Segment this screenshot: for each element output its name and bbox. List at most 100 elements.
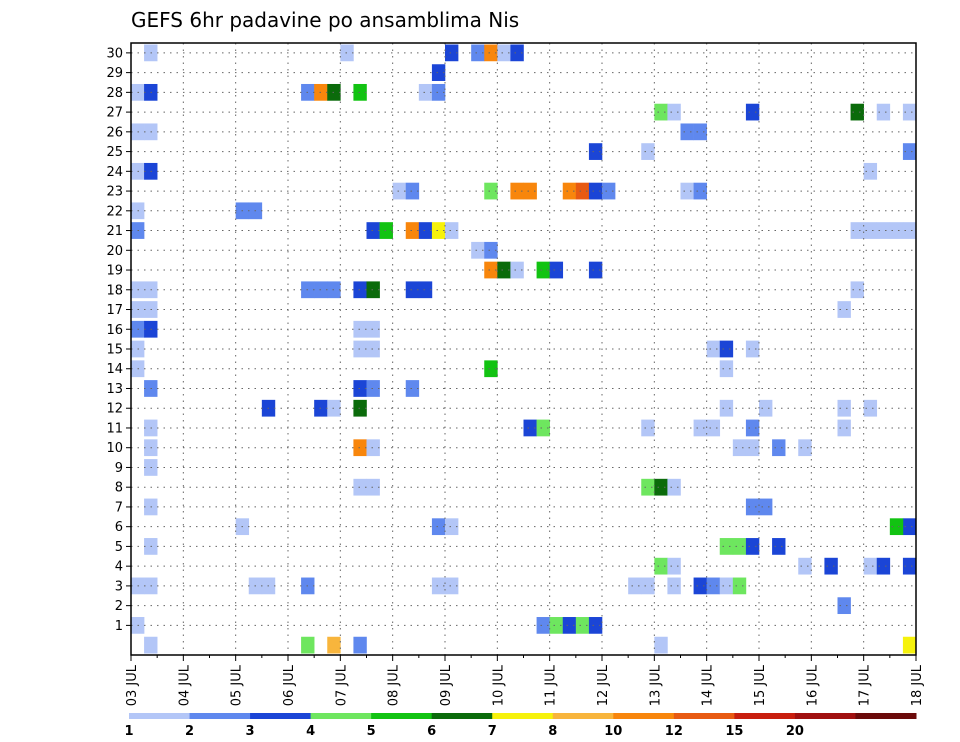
heatmap-cell	[431, 518, 446, 536]
heatmap-cell	[602, 182, 616, 200]
x-tick-label: 18 JUL	[910, 664, 925, 706]
heatmap-cell	[366, 281, 380, 299]
y-tick-label: 3	[115, 579, 123, 594]
heatmap-cell	[654, 636, 668, 654]
x-tick-label: 03 JUL	[125, 664, 140, 706]
heatmap-cell	[876, 103, 891, 121]
heatmap-cell	[431, 64, 446, 81]
heatmap-cell	[667, 557, 681, 575]
heatmap-cell	[641, 478, 655, 496]
legend-color-swatch	[250, 713, 312, 719]
y-tick-label: 12	[106, 402, 123, 417]
heatmap-cell	[654, 103, 668, 121]
y-tick-label: 6	[115, 520, 123, 535]
y-tick-label: 28	[106, 86, 123, 101]
heatmap-cell	[405, 182, 420, 200]
heatmap-cell	[863, 162, 878, 180]
heatmap-cell	[889, 518, 904, 536]
heatmap-cell	[732, 577, 747, 595]
heatmap-cell	[667, 478, 681, 496]
heatmap-cell	[484, 261, 498, 279]
heatmap-cell	[445, 518, 459, 536]
heatmap-cell	[575, 617, 590, 634]
x-tick-label: 13 JUL	[648, 664, 663, 706]
heatmap-cell	[654, 557, 668, 575]
heatmap-cell	[510, 261, 524, 279]
legend-color-swatch	[673, 713, 735, 719]
heatmap-cell	[902, 636, 917, 654]
heatmap-cell	[706, 577, 721, 595]
legend-label: 5	[367, 724, 376, 739]
heatmap-cell	[353, 399, 367, 417]
heatmap-cell	[902, 143, 917, 160]
legend-color-swatch	[734, 713, 796, 719]
y-tick-label: 8	[115, 481, 123, 496]
y-tick-label: 22	[106, 204, 123, 219]
legend-color-swatch	[371, 713, 433, 719]
heatmap-cell	[719, 538, 734, 555]
x-tick-label: 05 JUL	[230, 664, 245, 706]
legend-color-swatch	[129, 713, 191, 719]
heatmap-cell	[667, 577, 681, 595]
heatmap-cell	[863, 557, 878, 575]
heatmap-cell	[471, 44, 485, 62]
heatmap-cell	[536, 617, 550, 634]
x-tick-label: 15 JUL	[753, 664, 768, 706]
heatmap-cell	[353, 83, 367, 101]
heatmap-cell	[798, 557, 812, 575]
heatmap-cell	[497, 261, 511, 279]
y-tick-label: 11	[106, 421, 123, 436]
legend-label: 8	[548, 724, 557, 739]
y-tick-label: 29	[106, 66, 123, 81]
heatmap-cell	[693, 182, 707, 200]
y-tick-label: 9	[115, 461, 123, 476]
heatmap-cell	[850, 103, 864, 121]
y-tick-label: 23	[106, 185, 123, 200]
heatmap-cell	[772, 439, 786, 457]
x-tick-label: 11 JUL	[544, 664, 559, 706]
grid-lines	[131, 43, 916, 655]
heatmap-cell	[902, 103, 917, 121]
heatmap-cell	[536, 261, 550, 279]
x-tick-label: 09 JUL	[439, 664, 454, 706]
legend-label: 6	[427, 724, 436, 739]
y-tick-label: 4	[115, 560, 123, 575]
heatmap-cell	[379, 222, 393, 239]
heatmap-cell	[549, 261, 564, 279]
legend-label: 4	[306, 724, 315, 739]
heatmap-cell	[902, 557, 917, 575]
heatmap-cell	[667, 103, 681, 121]
heatmap-cell	[523, 419, 537, 437]
x-tick-label: 06 JUL	[282, 664, 297, 706]
heatmap-cell	[353, 281, 367, 299]
heatmap-cell	[549, 617, 564, 634]
heatmap-cell	[366, 380, 380, 397]
x-tick-label: 07 JUL	[334, 664, 349, 706]
heatmap-cell	[732, 538, 747, 555]
heatmap-cell	[366, 478, 380, 496]
x-tick-label: 14 JUL	[701, 664, 716, 706]
heatmap-cell	[837, 597, 851, 615]
legend-label: 15	[725, 724, 743, 739]
y-tick-label: 26	[106, 125, 123, 140]
heatmap-cell	[759, 498, 773, 516]
heatmap-cell	[484, 44, 498, 62]
heatmap-cell	[445, 577, 459, 595]
heatmap-cell	[693, 419, 707, 437]
heatmap-cell	[353, 340, 367, 358]
heatmap-cell	[405, 380, 420, 397]
heatmap-cell	[745, 419, 760, 437]
heatmap-cell	[889, 222, 904, 239]
heatmap-cell	[798, 439, 812, 457]
heatmap-cell	[418, 222, 433, 239]
heatmap-cell	[353, 320, 367, 338]
x-axis: 03 JUL 04 JUL 05 JUL 06 JUL 07 JUL 08 JUL 09 J…	[125, 655, 925, 706]
heatmap-cell	[392, 182, 407, 200]
heatmap-cell	[353, 439, 367, 457]
heatmap-cell	[706, 419, 721, 437]
heatmap-cell	[471, 241, 485, 259]
y-tick-label: 1	[115, 619, 123, 634]
heatmap-cell	[876, 557, 891, 575]
y-tick-label: 21	[106, 224, 123, 239]
heatmap-cell	[418, 83, 433, 101]
